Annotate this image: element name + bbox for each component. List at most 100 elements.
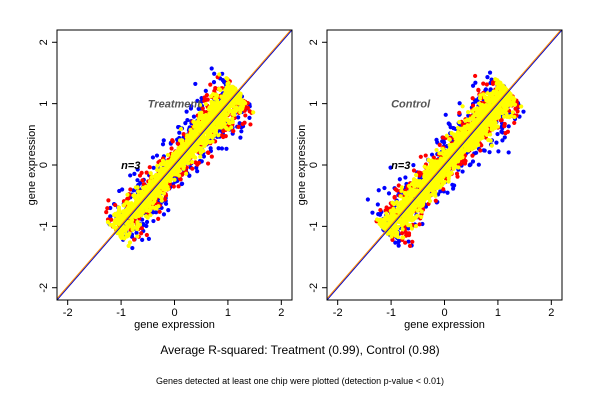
data-point [484,126,490,132]
data-point [240,104,246,109]
data-point [154,210,159,215]
data-point [487,70,493,75]
data-point [242,120,247,125]
data-point [178,126,184,132]
data-point [216,146,221,151]
data-point [161,191,167,196]
data-point [383,225,388,230]
data-point [201,154,207,159]
data-point [130,221,135,227]
y-axis-label: gene expression [296,125,308,206]
y-tick-label: 1 [308,101,320,107]
data-point [217,101,223,106]
data-point [505,113,510,119]
data-point [147,179,153,184]
data-point [231,129,236,134]
data-point [207,134,212,139]
data-point [156,185,162,190]
data-point [487,93,493,99]
data-point [502,135,507,140]
data-point [202,144,207,149]
data-point [419,214,424,220]
data-point [450,159,455,164]
data-point [440,139,445,144]
data-point [470,96,475,101]
data-point [437,159,442,164]
reference-line-blue [327,30,562,300]
data-point [251,110,256,115]
data-point [433,198,438,203]
data-point [226,104,232,109]
data-point [109,217,114,222]
data-point [414,172,419,178]
data-point [165,184,170,189]
data-point [476,88,481,93]
data-point [446,179,451,184]
data-point [238,91,243,96]
data-point [189,148,194,154]
data-point [397,177,402,182]
data-point [493,125,498,131]
data-point [135,185,140,190]
data-point [467,163,472,168]
data-point [194,165,199,170]
data-point [403,175,408,180]
data-point [211,80,217,85]
data-point [468,116,473,121]
data-point [427,187,432,192]
data-point [105,206,110,211]
data-point [146,236,151,241]
data-point [401,214,406,220]
data-point [125,192,130,197]
data-point [478,103,484,108]
data-point [433,193,438,198]
data-point [208,82,213,87]
data-point [154,206,159,211]
data-point [191,114,197,119]
data-point [458,132,463,137]
x-tick-label: 1 [495,307,501,319]
data-point [503,99,508,104]
data-point [390,237,395,243]
data-point [382,185,387,191]
data-point [410,239,415,244]
data-point [478,116,483,122]
data-point [199,146,204,151]
data-point [239,98,244,103]
data-point [200,106,205,111]
data-point [475,129,480,135]
data-point [436,182,441,187]
data-point [227,107,232,112]
data-point [210,101,215,107]
data-point [181,143,186,148]
reference-line-orange [327,30,562,299]
data-point [219,146,225,151]
data-point [126,243,131,248]
data-point [157,174,162,179]
data-point [417,201,422,206]
data-point [409,226,414,231]
data-point [224,146,229,151]
data-point [407,243,413,248]
data-point [383,215,388,220]
y-tick-label: 0 [38,162,50,168]
data-point [169,146,174,151]
data-point [470,159,476,164]
data-point [445,148,450,153]
data-point [154,153,160,158]
data-point [470,153,475,158]
data-point [488,132,493,137]
data-point [444,167,449,173]
data-point [191,154,196,159]
data-point [204,130,209,135]
data-point [405,211,410,216]
data-point [229,125,234,130]
data-point [452,155,457,160]
data-point [214,102,219,108]
data-point [158,162,164,167]
data-point [237,101,242,106]
data-point [495,131,500,137]
data-point [389,218,394,223]
data-point [125,196,130,202]
